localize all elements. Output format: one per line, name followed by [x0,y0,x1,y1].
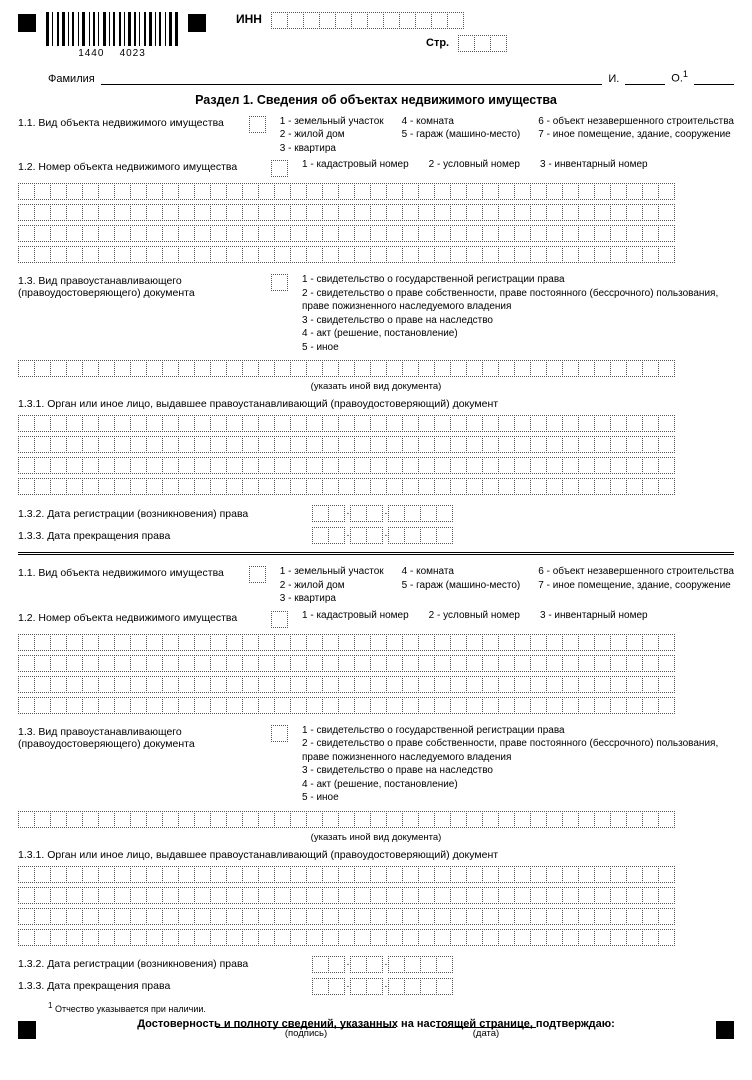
input-cell-row[interactable] [18,929,675,946]
f133-label: 1.3.3. Дата прекращения права [18,980,308,992]
f133-date-cells[interactable]: .. [312,527,453,544]
signature-line[interactable] [216,1012,396,1028]
f133-label: 1.3.3. Дата прекращения права [18,530,308,542]
initial-i-label: И. [608,73,619,85]
option-column: 4 - комната5 - гараж (машино-место) [402,565,521,606]
f11-value-cell[interactable] [249,116,266,133]
input-cell-row[interactable] [18,887,675,904]
surname-label: Фамилия [48,73,95,85]
f12-label: 1.2. Номер объекта недвижимого имущества [18,159,263,173]
property-section-1: 1.1. Вид объекта недвижимого имущества 1 … [18,115,734,545]
inn-label: ИНН [236,12,262,26]
f12-value-cell[interactable] [271,611,288,628]
f11-value-cell[interactable] [249,566,266,583]
barcode-number: 1440 4023 [46,48,178,59]
input-cell-row[interactable] [18,246,675,263]
number-type-options: 1 - кадастровый номер2 - условный номер3… [302,159,648,170]
f132-label: 1.3.2. Дата регистрации (возникновения) … [18,958,308,970]
option-column: 1 - земельный участок2 - жилой дом3 - кв… [280,115,384,156]
input-cell-row[interactable] [18,225,675,242]
option-column: 6 - объект незавершенного строительства7… [538,565,734,606]
barcode-num-right: 4023 [120,48,146,59]
input-cell-row[interactable] [18,697,675,714]
page-label: Стр. [426,37,449,49]
option-column: 4 - комната5 - гараж (машино-место) [402,115,521,156]
input-cell-row[interactable] [18,634,675,651]
input-cell-row[interactable] [18,183,675,200]
corner-marker-tl [18,14,36,32]
input-cell-row[interactable] [18,655,675,672]
f13-value-cell[interactable] [271,725,288,742]
f132-date-cells[interactable]: .. [312,956,453,973]
page-footer: (подпись) (дата) [18,1012,734,1039]
section-divider [18,552,734,555]
document-type-list: 1 - свидетельство о государственной реги… [302,724,734,805]
f12-value-cell[interactable] [271,160,288,177]
date-block: (дата) [436,1012,536,1039]
page-header: 1440 4023 ИНН Стр. [18,12,734,59]
page-cells[interactable] [458,35,507,52]
input-cell-row[interactable] [18,436,675,453]
property-section-2: 1.1. Вид объекта недвижимого имущества 1 … [18,565,734,995]
f13-value-cell[interactable] [271,274,288,291]
barcode-num-left: 1440 [78,48,104,59]
signature-caption: (подпись) [216,1028,396,1039]
other-doc-hint: (указать иной вид документа) [18,832,734,843]
input-cell-row[interactable] [18,908,675,925]
initial-o-field[interactable] [694,71,734,85]
document-type-list: 1 - свидетельство о государственной реги… [302,273,734,354]
input-cell-row[interactable] [18,811,675,828]
f11-label: 1.1. Вид объекта недвижимого имущества [18,565,241,579]
section-title: Раздел 1. Сведения об объектах недвижимо… [18,93,734,107]
input-cell-row[interactable] [18,204,675,221]
inn-block: ИНН Стр. [236,12,507,52]
initial-i-field[interactable] [625,71,665,85]
number-type-options: 1 - кадастровый номер2 - условный номер3… [302,610,648,621]
f13-label: 1.3. Вид правоустанавливающего(правоудос… [18,273,263,299]
name-row: Фамилия И. О.1 [48,69,734,85]
surname-field[interactable] [101,71,603,85]
f11-label: 1.1. Вид объекта недвижимого имущества [18,115,241,129]
date-line[interactable] [436,1012,536,1028]
inn-cells[interactable] [271,12,464,29]
input-cell-row[interactable] [18,457,675,474]
barcode-block: 1440 4023 [46,12,178,59]
f131-label: 1.3.1. Орган или иное лицо, выдавшее пра… [18,849,734,861]
initial-o-label: О.1 [671,69,688,85]
f13-label: 1.3. Вид правоустанавливающего(правоудос… [18,724,263,750]
other-doc-hint: (указать иной вид документа) [18,381,734,392]
input-cell-row[interactable] [18,415,675,432]
option-column: 6 - объект незавершенного строительства7… [538,115,734,156]
barcode-icon [46,12,178,46]
corner-marker-br [716,1021,734,1039]
f132-label: 1.3.2. Дата регистрации (возникновения) … [18,508,308,520]
f131-label: 1.3.1. Орган или иное лицо, выдавшее пра… [18,398,734,410]
signature-block: (подпись) [216,1012,396,1039]
f133-date-cells[interactable]: .. [312,978,453,995]
corner-marker-bl [18,1021,36,1039]
input-cell-row[interactable] [18,478,675,495]
f12-label: 1.2. Номер объекта недвижимого имущества [18,610,263,624]
input-cell-row[interactable] [18,866,675,883]
input-cell-row[interactable] [18,360,675,377]
corner-marker-tr-inner [188,14,206,32]
input-cell-row[interactable] [18,676,675,693]
f132-date-cells[interactable]: .. [312,505,453,522]
option-column: 1 - земельный участок2 - жилой дом3 - кв… [280,565,384,606]
date-caption: (дата) [436,1028,536,1039]
